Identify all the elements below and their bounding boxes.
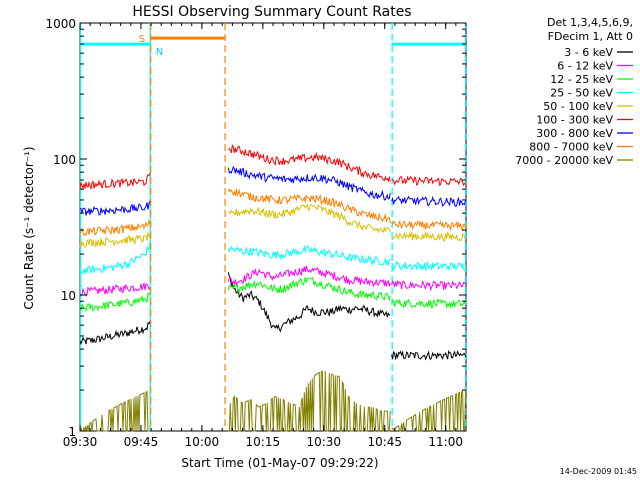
y-tick-label: 10 [61,289,76,303]
x-tick-label: 09:30 [63,435,98,449]
series-line [391,350,467,361]
series-line [79,282,151,297]
legend-label: 3 - 6 keV [564,46,613,59]
series-6 [79,144,466,191]
series-line [391,230,466,243]
series-line [391,298,467,309]
series-line [227,188,391,223]
series-line [227,244,391,267]
s-label: S [139,34,145,45]
series-2 [79,265,466,297]
legend-label: 25 - 50 keV [550,87,613,100]
series-line [79,240,151,275]
x-tick-label: 09:45 [124,435,159,449]
legend-label: 12 - 25 keV [550,73,613,86]
series-line [227,272,391,333]
x-axis-label: Start Time (01-May-07 09:29:22) [181,456,378,470]
series-line [227,276,391,302]
x-tick-label: 10:15 [246,435,281,449]
series-line [79,172,151,191]
series-line [391,279,466,292]
x-tick-label: 10:30 [306,435,341,449]
y-axis-label: Count Rate (s⁻¹ detector⁻¹) [22,146,36,309]
legend-label: 50 - 100 keV [543,100,613,113]
series-line [391,390,467,433]
series-9 [79,370,467,433]
x-tick-label: 11:00 [428,435,463,449]
series-line [391,260,466,272]
series-line [228,202,391,234]
axis-layer: 09:30 09:45 10:00 10:15 10:30 10:45 11:00 1 10 10… [45,17,467,449]
series-8 [79,188,467,237]
n-label: N [156,47,163,58]
x-tick-label: 10:00 [185,435,220,449]
series-1 [79,272,467,361]
series-line [79,232,151,248]
chart-title: HESSI Observing Summary Count Rates [132,4,411,20]
legend-label: 7000 - 20000 keV [515,154,613,167]
series-line [228,144,391,183]
legend-label: 100 - 300 keV [536,114,613,127]
legend-header-line-2: FDecim 1, Att 0 [548,30,633,43]
series-line [79,200,151,216]
series-4 [79,240,466,275]
x-tick-label: 10:45 [367,435,402,449]
series-line [228,370,391,432]
legend-label: 800 - 7000 keV [529,141,613,154]
series-line [391,175,466,187]
series-line [391,220,467,231]
series-line [79,390,150,432]
y-tick-label: 1000 [45,17,76,31]
legend: Det 1,3,4,5,6,9, FDecim 1, Att 0 3 - 6 k… [515,16,633,167]
legend-header-line-1: Det 1,3,4,5,6,9, [547,16,633,29]
series-line [227,265,391,288]
series-line [79,321,151,346]
y-tick-label: 1 [68,425,76,439]
series-line [79,220,151,237]
legend-label: 300 - 800 keV [536,127,613,140]
series-5 [79,202,466,248]
series-layer [79,144,467,433]
legend-label: 6 - 12 keV [557,60,613,73]
y-tick-label: 100 [53,153,76,167]
series-3 [79,276,467,313]
series-line [391,195,467,207]
series-line [227,165,391,201]
series-7 [79,165,467,216]
series-line [79,291,151,313]
timestamp: 14-Dec-2009 01:45 [560,467,637,476]
